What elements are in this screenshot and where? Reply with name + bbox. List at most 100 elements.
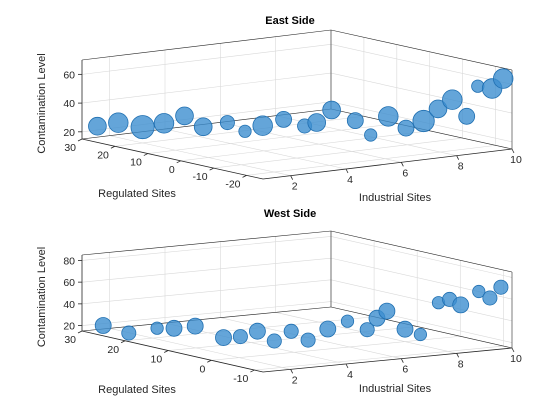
- data-point: [482, 290, 498, 306]
- data-point: [193, 117, 213, 137]
- box-edge: [81, 306, 332, 332]
- y-tick: [207, 359, 212, 363]
- data-point: [165, 319, 183, 337]
- data-point: [300, 332, 316, 348]
- data-point: [458, 107, 476, 125]
- x-axis-line: [262, 148, 513, 180]
- data-point: [108, 112, 129, 133]
- x-tick-label: 10: [510, 353, 522, 365]
- y-tick-label: 10: [130, 157, 142, 169]
- data-points: [94, 279, 509, 349]
- data-point: [319, 320, 337, 338]
- x-axis-label: Industrial Sites: [359, 192, 432, 204]
- x-tick-label: 10: [510, 154, 522, 166]
- data-point: [452, 296, 470, 314]
- z-tick-label: 20: [63, 321, 75, 333]
- y-tick-label: 30: [64, 334, 76, 346]
- data-point: [130, 115, 155, 140]
- data-point: [219, 115, 235, 131]
- data-point: [364, 128, 378, 142]
- y-tick-label: 0: [199, 363, 205, 375]
- y-tick-label: -10: [233, 373, 248, 385]
- data-point: [359, 322, 375, 338]
- box-edge: [330, 306, 513, 349]
- data-point: [397, 119, 415, 137]
- data-point: [121, 325, 137, 341]
- data-point: [493, 68, 514, 89]
- data-point: [150, 321, 164, 335]
- x-tick-label: 6: [402, 167, 408, 179]
- x-tick-label: 8: [458, 358, 464, 370]
- x-tick: [456, 353, 460, 358]
- data-point: [378, 106, 399, 127]
- data-point: [493, 279, 509, 295]
- x-tick: [511, 347, 515, 353]
- box-edge: [330, 29, 513, 71]
- y-tick: [110, 145, 116, 149]
- x-tick: [456, 155, 460, 160]
- z-axis-label: Contamination Level: [36, 247, 48, 347]
- data-point: [442, 89, 463, 110]
- y-tick: [120, 340, 126, 344]
- data-point: [472, 284, 486, 299]
- y-tick: [77, 330, 83, 334]
- y-tick-label: 20: [97, 149, 109, 161]
- data-point: [94, 317, 112, 334]
- data-point: [238, 124, 252, 138]
- data-point: [252, 115, 273, 136]
- data-point: [428, 99, 448, 119]
- y-tick-label: 10: [151, 354, 163, 366]
- z-axis-label: Contamination Level: [36, 53, 48, 153]
- y-grid-line: [147, 44, 398, 154]
- chart-title: West Side: [264, 208, 316, 220]
- y-tick: [143, 153, 148, 156]
- x-tick-label: 4: [347, 174, 353, 186]
- z-tick-label: 20: [63, 127, 75, 139]
- y-axis-label: Regulated Sites: [98, 188, 176, 200]
- y-tick: [77, 138, 83, 142]
- x-grid-line: [164, 247, 347, 365]
- x-tick-label: 4: [347, 369, 353, 381]
- x-grid-line: [220, 43, 402, 163]
- box-edge: [81, 230, 332, 256]
- axes-box: [81, 230, 513, 373]
- y-tick-label: -10: [192, 171, 207, 183]
- z-tick-label: 60: [63, 277, 75, 289]
- data-point: [378, 302, 396, 320]
- data-point: [346, 112, 364, 129]
- data-point: [266, 333, 282, 349]
- y-tick: [250, 369, 255, 373]
- y-tick: [176, 160, 181, 164]
- data-point: [340, 314, 355, 328]
- x-tick: [345, 363, 349, 369]
- z-grid-line: [81, 44, 513, 85]
- data-point: [413, 327, 427, 342]
- y-tick: [164, 350, 169, 353]
- x-tick: [290, 369, 294, 374]
- y-tick-label: 30: [64, 142, 76, 154]
- data-point: [322, 100, 341, 120]
- y-grid-line: [211, 260, 461, 361]
- y-axis-label: Regulated Sites: [98, 384, 176, 396]
- y-tick: [242, 175, 247, 178]
- x-axis-label: Industrial Sites: [359, 383, 432, 395]
- data-point: [412, 109, 435, 133]
- data-point: [307, 113, 327, 132]
- x-grid-line: [109, 252, 291, 370]
- data-point: [186, 317, 204, 335]
- y-axis-line: [81, 138, 264, 180]
- x-tick-label: 6: [402, 364, 408, 376]
- x-tick: [400, 162, 404, 167]
- x-tick-label: 8: [458, 161, 464, 173]
- y-tick-label: -20: [225, 178, 240, 190]
- x-grid-line: [164, 50, 347, 170]
- y-tick: [209, 167, 214, 171]
- y-tick-label: 20: [107, 344, 119, 356]
- y-grid-line: [180, 51, 431, 162]
- box-edge: [330, 230, 513, 273]
- x-tick: [290, 175, 294, 180]
- data-point: [396, 320, 414, 338]
